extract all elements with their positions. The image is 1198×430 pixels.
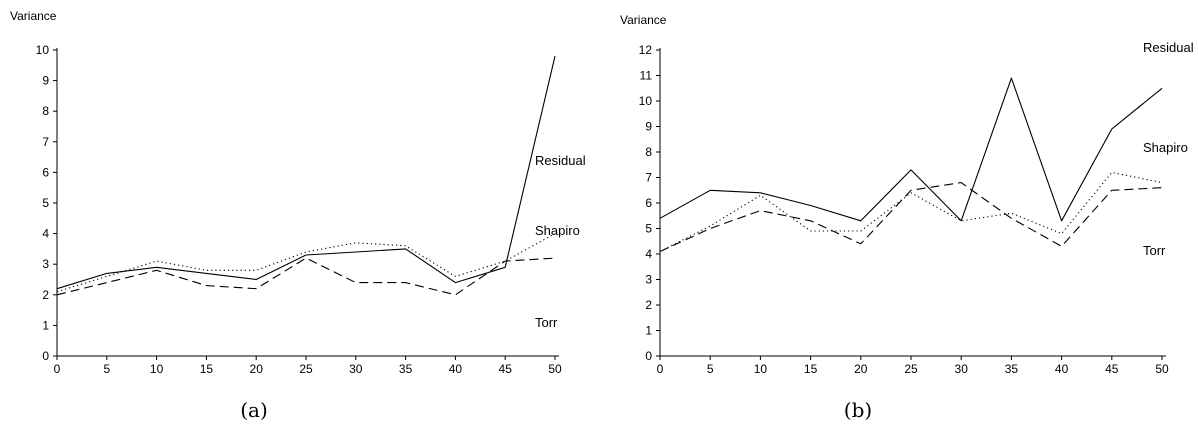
chart-caption: (a)	[240, 398, 268, 422]
x-tick-label: 50	[1155, 362, 1169, 376]
y-tick-label: 7	[645, 171, 652, 185]
y-tick-label: 12	[639, 43, 653, 57]
y-tick-label: 9	[645, 120, 652, 134]
y-tick-label: 1	[42, 318, 49, 332]
series-line-torr	[56, 257, 556, 296]
x-tick-label: 35	[1005, 362, 1019, 376]
y-tick-label: 9	[42, 74, 49, 88]
x-tick-label: 10	[150, 362, 164, 376]
series-line-shapiro	[659, 171, 1163, 252]
y-tick-label: 11	[640, 69, 653, 83]
y-tick-label: 3	[42, 257, 49, 271]
y-axis-label: Variance	[620, 13, 667, 27]
x-tick-label: 25	[299, 362, 313, 376]
y-tick-label: 0	[645, 349, 652, 363]
y-tick-label: 4	[42, 227, 49, 241]
x-tick-label: 25	[904, 362, 918, 376]
x-tick-label: 35	[399, 362, 413, 376]
y-tick-label: 8	[645, 145, 652, 159]
y-tick-label: 2	[42, 288, 49, 302]
x-tick-label: 20	[250, 362, 264, 376]
series-line-residual	[659, 77, 1163, 222]
chart-caption: (b)	[844, 398, 872, 422]
y-tick-label: 10	[36, 43, 50, 57]
x-tick-label: 30	[349, 362, 363, 376]
x-tick-label: 20	[854, 362, 868, 376]
y-tick-label: 5	[42, 196, 49, 210]
y-tick-label: 6	[42, 165, 49, 179]
series-label-shapiro: Shapiro	[535, 223, 580, 238]
y-axis-label: Variance	[10, 9, 57, 23]
series-label-shapiro: Shapiro	[1143, 140, 1188, 155]
series-label-torr: Torr	[1143, 243, 1166, 258]
x-tick-label: 40	[1055, 362, 1069, 376]
series-label-residual: Residual	[535, 153, 586, 168]
x-tick-label: 40	[449, 362, 463, 376]
y-tick-label: 0	[42, 349, 49, 363]
series-line-residual	[56, 55, 556, 290]
x-tick-label: 50	[548, 362, 562, 376]
y-tick-label: 1	[645, 324, 652, 338]
x-tick-label: 45	[1105, 362, 1119, 376]
x-tick-label: 5	[103, 362, 110, 376]
x-tick-label: 5	[707, 362, 714, 376]
x-tick-label: 30	[955, 362, 969, 376]
y-tick-label: 7	[42, 135, 49, 149]
x-tick-label: 10	[754, 362, 768, 376]
x-tick-label: 15	[804, 362, 818, 376]
series-line-shapiro	[56, 233, 556, 293]
y-tick-label: 8	[42, 104, 49, 118]
y-tick-label: 6	[645, 196, 652, 210]
y-tick-label: 2	[645, 298, 652, 312]
y-tick-label: 10	[639, 94, 653, 108]
x-tick-label: 15	[200, 362, 214, 376]
y-tick-label: 3	[645, 273, 652, 287]
x-tick-label: 0	[657, 362, 664, 376]
x-tick-label: 0	[54, 362, 61, 376]
y-tick-label: 4	[645, 247, 652, 261]
y-tick-label: 5	[645, 222, 652, 236]
series-line-torr	[659, 182, 1163, 253]
series-label-torr: Torr	[535, 315, 558, 330]
x-tick-label: 45	[499, 362, 513, 376]
series-label-residual: Residual	[1143, 40, 1194, 55]
